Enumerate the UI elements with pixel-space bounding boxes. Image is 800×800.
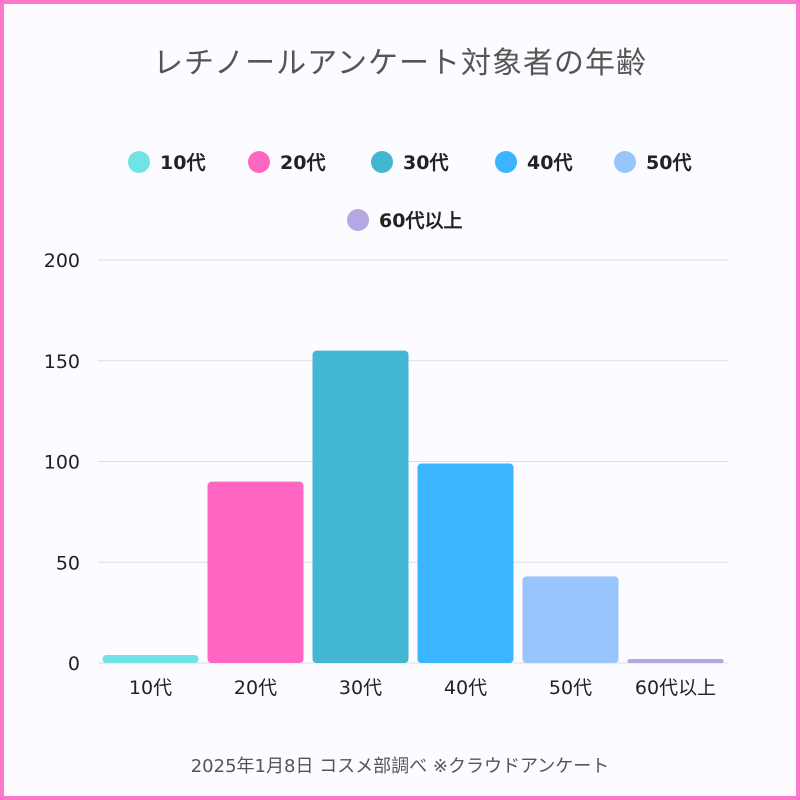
legend-swatch — [371, 150, 393, 173]
legend-item: 40代 — [495, 148, 572, 175]
legend-swatch — [614, 150, 636, 173]
legend-item: 60代以上 — [347, 206, 462, 233]
legend-swatch — [495, 150, 517, 173]
legend-label: 10代 — [160, 152, 206, 174]
chart-title: レチノールアンケート対象者の年齢 — [153, 46, 647, 81]
legend-swatch — [347, 208, 369, 231]
legend-label: 60代以上 — [379, 210, 463, 232]
legend-item: 30代 — [371, 148, 448, 175]
legend-swatch — [248, 150, 270, 173]
legend-label: 30代 — [403, 152, 449, 174]
legend-label: 50代 — [646, 152, 692, 174]
source-note: 2025年1月8日 コスメ部調べ ※クラウドアンケート — [190, 756, 610, 777]
legend-item: 10代 — [128, 148, 205, 175]
legend-item: 20代 — [248, 148, 325, 175]
legend-label: 40代 — [527, 152, 573, 174]
legend-swatch — [128, 150, 150, 173]
legend-item: 50代 — [614, 148, 691, 175]
legend-label: 20代 — [280, 152, 326, 174]
